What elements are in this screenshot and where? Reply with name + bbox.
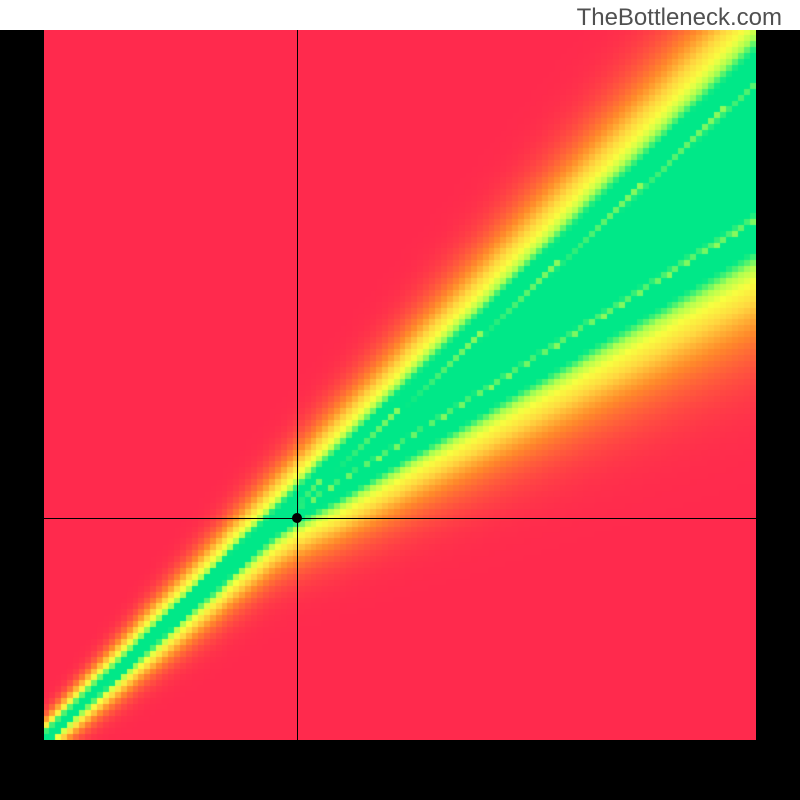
- heatmap-plot-area: [44, 30, 756, 740]
- crosshair-marker-dot: [292, 513, 302, 523]
- crosshair-horizontal-line: [44, 518, 756, 519]
- crosshair-vertical-line: [297, 30, 298, 740]
- watermark-text: TheBottleneck.com: [577, 4, 782, 32]
- heatmap-canvas: [44, 30, 756, 740]
- chart-container: TheBottleneck.com: [0, 0, 800, 800]
